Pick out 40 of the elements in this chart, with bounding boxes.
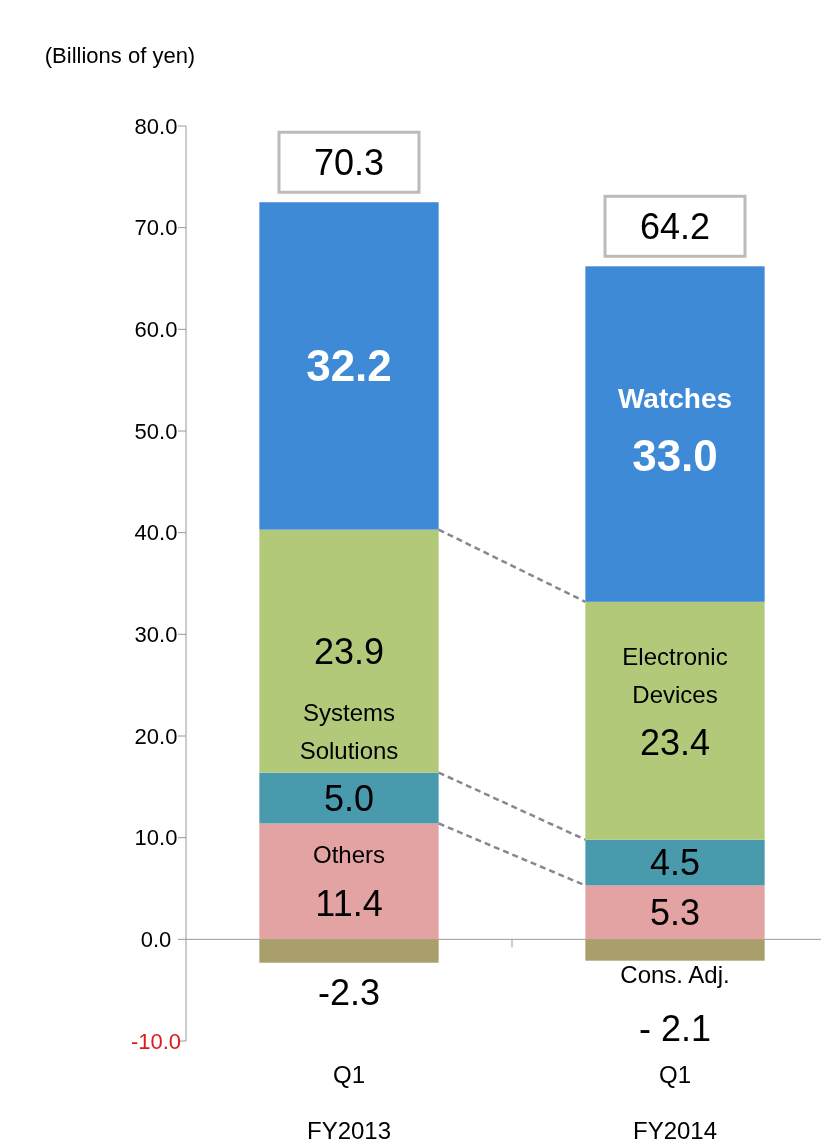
data-label: 4.5 — [649, 842, 701, 884]
bar — [259, 823, 439, 940]
data-label: 32.2 — [306, 341, 392, 391]
category-label: Q1 FY2014 — [632, 1061, 718, 1143]
data-label: 5.3 — [649, 891, 701, 933]
data-label: 11.4 — [315, 882, 383, 924]
data-label: 5.0 — [323, 777, 375, 819]
data-label: 23.4 — [639, 722, 711, 764]
data-label: - 2.1 — [638, 1008, 712, 1050]
series-label: Cons. Adj. — [620, 960, 730, 988]
y-tick-label: 20.0 — [134, 723, 178, 749]
y-tick-label: 80.0 — [134, 113, 178, 139]
bar — [585, 939, 765, 961]
data-label: 23.9 — [313, 630, 385, 672]
data-label: 33.0 — [632, 431, 718, 481]
y-tick-label: 0.0 — [140, 927, 172, 953]
y-tick-label: 10.0 — [134, 825, 178, 851]
bar — [259, 529, 439, 773]
bar — [585, 601, 765, 840]
bar — [585, 885, 765, 940]
y-tick-label: 50.0 — [134, 418, 178, 444]
total-label: 70.3 — [313, 141, 385, 183]
bar — [585, 266, 765, 602]
series-label: Watches — [617, 383, 733, 415]
y-tick-label: 40.0 — [134, 520, 178, 546]
bar — [259, 772, 439, 824]
data-label: -2.3 — [317, 972, 381, 1014]
bar — [259, 939, 439, 963]
category-label: Q1 FY2013 — [306, 1061, 392, 1143]
y-axis-title: (Billions of yen) — [44, 43, 196, 68]
bar — [585, 839, 765, 886]
y-tick-label: -10.0 — [130, 1028, 182, 1054]
y-tick-label: 70.0 — [134, 215, 178, 241]
series-label: Systems Solutions — [299, 698, 399, 764]
total-label: 64.2 — [639, 205, 711, 247]
y-tick-label: 60.0 — [134, 317, 178, 343]
y-tick-label: 30.0 — [134, 622, 178, 648]
series-label: Electronic Devices — [622, 642, 728, 708]
bar — [259, 202, 439, 530]
series-label: Others — [312, 841, 386, 869]
